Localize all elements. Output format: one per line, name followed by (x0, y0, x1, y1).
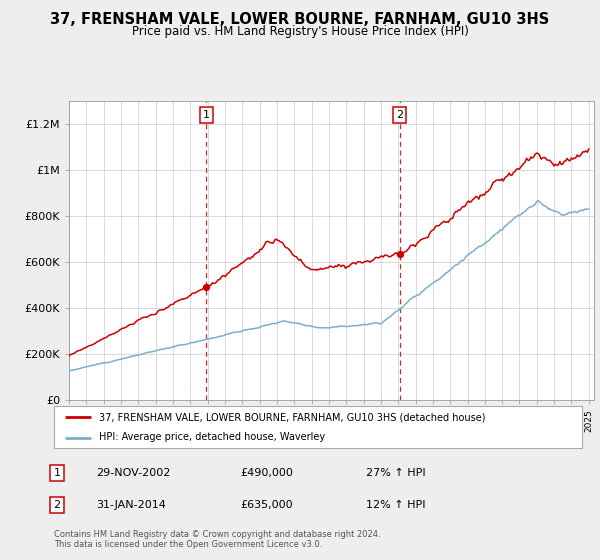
Point (202, 283, 211, 292)
Text: 2: 2 (396, 110, 403, 120)
Text: 12% ↑ HPI: 12% ↑ HPI (366, 500, 425, 510)
Text: £635,000: £635,000 (240, 500, 293, 510)
Text: 31-JAN-2014: 31-JAN-2014 (96, 500, 166, 510)
Text: 1: 1 (203, 110, 210, 120)
Text: 29-NOV-2002: 29-NOV-2002 (96, 468, 170, 478)
Text: 27% ↑ HPI: 27% ↑ HPI (366, 468, 425, 478)
Text: Contains HM Land Registry data © Crown copyright and database right 2024.
This d: Contains HM Land Registry data © Crown c… (54, 530, 380, 549)
Text: 1: 1 (53, 468, 61, 478)
Text: 37, FRENSHAM VALE, LOWER BOURNE, FARNHAM, GU10 3HS: 37, FRENSHAM VALE, LOWER BOURNE, FARNHAM… (50, 12, 550, 27)
Text: 37, FRENSHAM VALE, LOWER BOURNE, FARNHAM, GU10 3HS (detached house): 37, FRENSHAM VALE, LOWER BOURNE, FARNHAM… (99, 412, 485, 422)
Text: 2: 2 (53, 500, 61, 510)
Point (395, 250, 404, 259)
Text: £490,000: £490,000 (240, 468, 293, 478)
Text: HPI: Average price, detached house, Waverley: HPI: Average price, detached house, Wave… (99, 432, 325, 442)
Text: Price paid vs. HM Land Registry's House Price Index (HPI): Price paid vs. HM Land Registry's House … (131, 25, 469, 38)
